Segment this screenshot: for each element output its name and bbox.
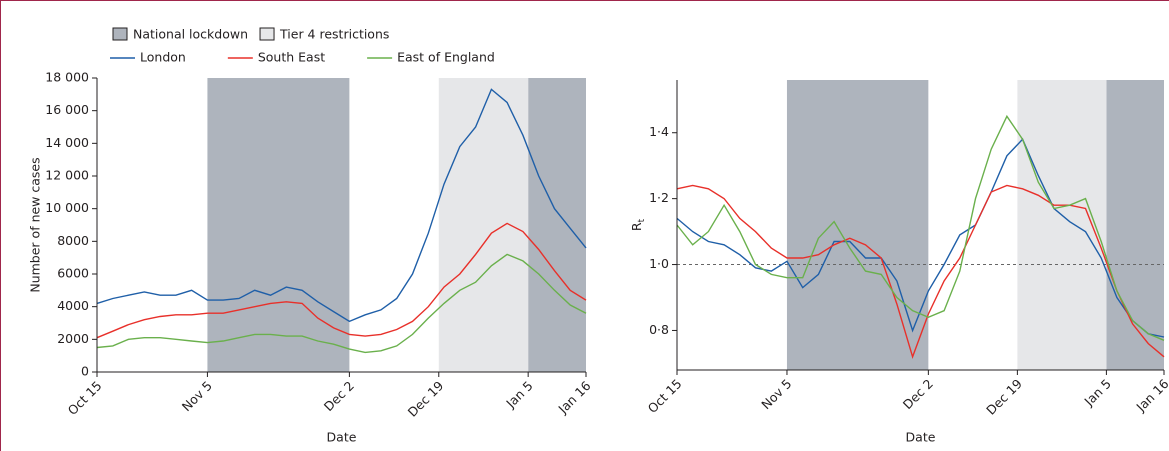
x-tick-label: Dec 2 bbox=[321, 378, 357, 414]
region bbox=[1106, 80, 1164, 370]
region bbox=[786, 80, 929, 370]
series-line bbox=[96, 222, 587, 339]
x-tick-label: Oct 15 bbox=[645, 376, 685, 416]
region bbox=[528, 78, 586, 372]
series-line bbox=[96, 253, 587, 354]
x-tick-label: Oct 15 bbox=[65, 378, 105, 418]
y-tick-label: 0·8 bbox=[649, 322, 669, 337]
y-tick-label: 2000 bbox=[57, 331, 89, 346]
y-axis-label-main: R bbox=[629, 222, 644, 231]
y-tick-label: 18 000 bbox=[45, 70, 89, 85]
y-tick-label: 1·4 bbox=[649, 124, 669, 139]
x-axis-label: Date bbox=[327, 430, 357, 445]
x-tick-label: Jan 16 bbox=[1133, 376, 1169, 415]
y-tick-label: 6000 bbox=[57, 266, 89, 281]
series-line bbox=[676, 114, 1165, 341]
x-tick-label: Jan 5 bbox=[1081, 376, 1114, 409]
y-tick-label: 14 000 bbox=[45, 135, 89, 150]
y-tick-label: 8000 bbox=[57, 233, 89, 248]
legend-swatch bbox=[112, 27, 128, 41]
legend-label: East of England bbox=[397, 50, 495, 65]
y-tick-label: 10 000 bbox=[45, 200, 89, 215]
region bbox=[1017, 80, 1107, 370]
x-tick-label: Dec 19 bbox=[983, 376, 1025, 418]
y-axis-label: Number of new cases bbox=[28, 157, 43, 292]
x-tick-label: Dec 19 bbox=[405, 378, 447, 420]
y-tick-label: 16 000 bbox=[45, 102, 89, 117]
series-line bbox=[676, 184, 1165, 360]
x-tick-label: Nov 5 bbox=[758, 376, 794, 412]
x-axis-label: Date bbox=[906, 430, 936, 445]
x-tick-label: Nov 5 bbox=[179, 378, 215, 414]
legend-label: Tier 4 restrictions bbox=[279, 27, 389, 42]
region bbox=[207, 78, 350, 372]
x-tick-label: Jan 5 bbox=[502, 378, 535, 411]
legend-label: South East bbox=[258, 50, 325, 65]
x-tick-label: Jan 16 bbox=[555, 378, 594, 417]
y-tick-label: 1·0 bbox=[649, 256, 669, 271]
legend-label: National lockdown bbox=[133, 27, 248, 42]
y-tick-label: 12 000 bbox=[45, 168, 89, 183]
region bbox=[438, 78, 529, 372]
series-line bbox=[96, 88, 587, 323]
y-tick-label: 0 bbox=[81, 364, 89, 379]
legend-swatch bbox=[259, 27, 275, 41]
y-tick-label: 1·2 bbox=[649, 190, 669, 205]
y-axis-label-sub: t bbox=[637, 218, 647, 222]
legend-label: London bbox=[140, 50, 186, 65]
y-axis-label: Rt bbox=[629, 218, 647, 231]
y-tick-label: 4000 bbox=[57, 298, 89, 313]
x-tick-label: Dec 2 bbox=[900, 376, 936, 412]
series-line bbox=[676, 138, 1165, 338]
